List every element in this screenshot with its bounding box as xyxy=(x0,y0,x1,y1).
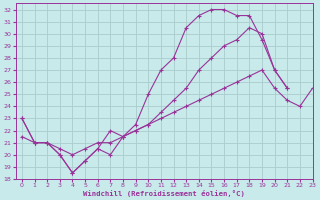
X-axis label: Windchill (Refroidissement éolien,°C): Windchill (Refroidissement éolien,°C) xyxy=(83,190,245,197)
